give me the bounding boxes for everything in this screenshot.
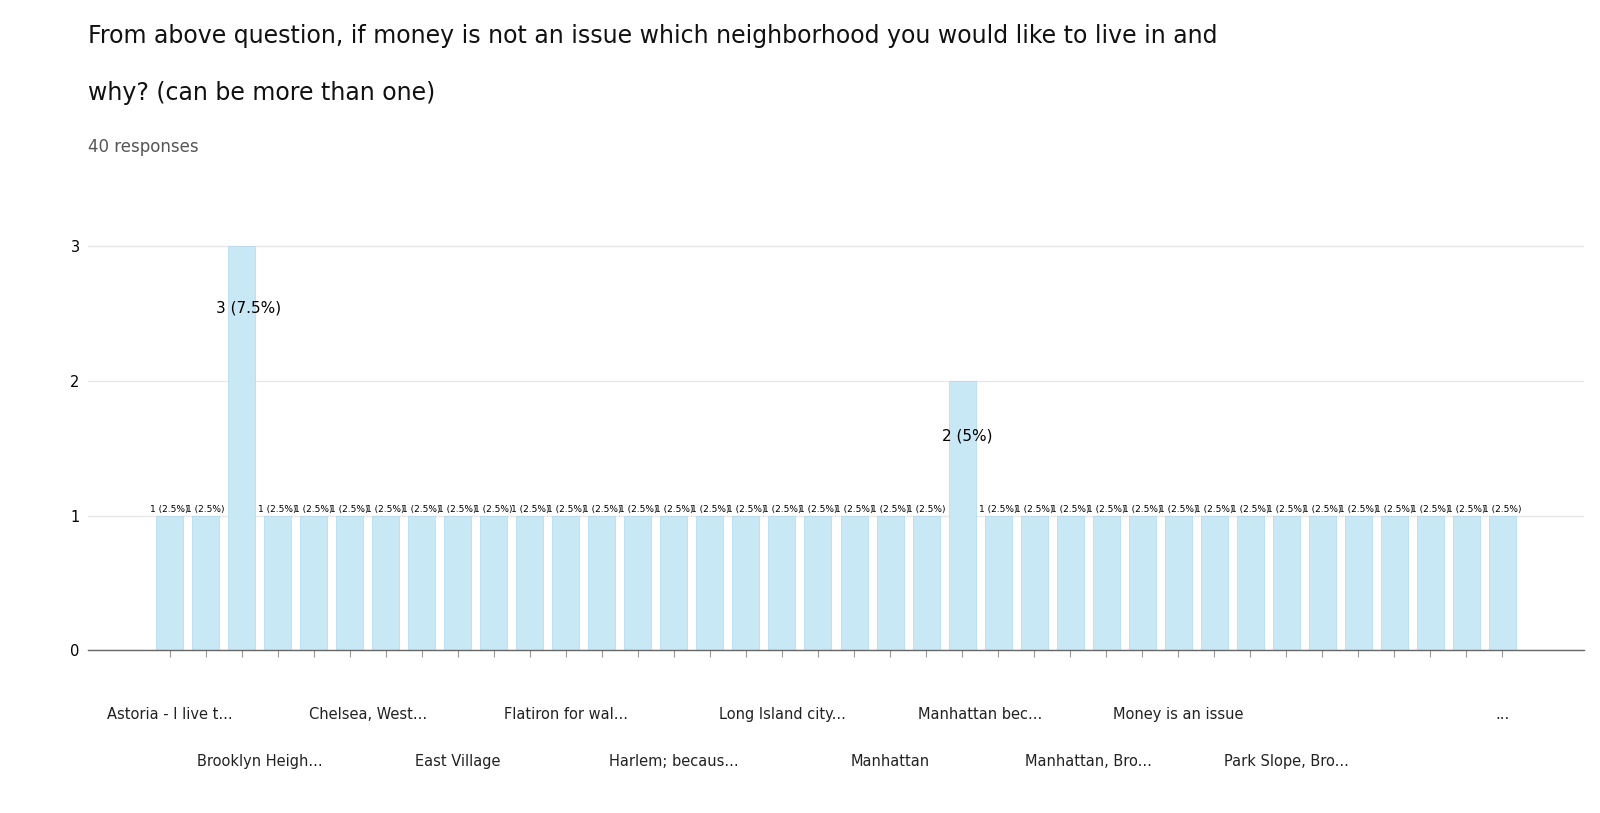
Text: 1 (2.5%): 1 (2.5%) <box>691 506 730 515</box>
Bar <box>552 515 579 650</box>
Text: Astoria - I live t...: Astoria - I live t... <box>107 707 232 722</box>
Text: 1 (2.5%): 1 (2.5%) <box>654 506 693 515</box>
Text: Long Island city...: Long Island city... <box>718 707 845 722</box>
Bar <box>1346 515 1371 650</box>
Text: From above question, if money is not an issue which neighborhood you would like : From above question, if money is not an … <box>88 24 1218 49</box>
Text: Flatiron for wal...: Flatiron for wal... <box>504 707 627 722</box>
Bar <box>1093 515 1120 650</box>
Text: 1 (2.5%): 1 (2.5%) <box>619 506 658 515</box>
Text: 1 (2.5%): 1 (2.5%) <box>1339 506 1378 515</box>
Bar <box>229 246 254 650</box>
Text: 1 (2.5%): 1 (2.5%) <box>1411 506 1450 515</box>
Text: 1 (2.5%): 1 (2.5%) <box>150 506 189 515</box>
Bar <box>1165 515 1192 650</box>
Bar <box>1274 515 1299 650</box>
Text: ...: ... <box>1496 707 1510 722</box>
Text: 1 (2.5%): 1 (2.5%) <box>510 506 549 515</box>
Bar <box>192 515 219 650</box>
Text: 1 (2.5%): 1 (2.5%) <box>582 506 621 515</box>
Bar <box>480 515 507 650</box>
Bar <box>1128 515 1155 650</box>
Text: 1 (2.5%): 1 (2.5%) <box>1230 506 1269 515</box>
Text: Manhattan, Bro...: Manhattan, Bro... <box>1024 754 1152 769</box>
Bar <box>1200 515 1227 650</box>
Bar <box>661 515 688 650</box>
Bar <box>1237 515 1264 650</box>
Bar <box>912 515 939 650</box>
Bar <box>373 515 398 650</box>
Bar <box>1453 515 1480 650</box>
Text: Manhattan: Manhattan <box>851 754 930 769</box>
Bar <box>157 515 182 650</box>
Text: Brooklyn Heigh...: Brooklyn Heigh... <box>197 754 322 769</box>
Bar <box>1309 515 1336 650</box>
Bar <box>696 515 723 650</box>
Text: why? (can be more than one): why? (can be more than one) <box>88 81 435 106</box>
Text: 1 (2.5%): 1 (2.5%) <box>438 506 477 515</box>
Bar <box>840 515 867 650</box>
Text: 1 (2.5%): 1 (2.5%) <box>835 506 874 515</box>
Bar <box>445 515 472 650</box>
Bar <box>624 515 651 650</box>
Bar <box>949 381 976 650</box>
Text: 1 (2.5%): 1 (2.5%) <box>1302 506 1342 515</box>
Text: 1 (2.5%): 1 (2.5%) <box>366 506 405 515</box>
Bar <box>984 515 1011 650</box>
Text: 1 (2.5%): 1 (2.5%) <box>907 506 946 515</box>
Text: 1 (2.5%): 1 (2.5%) <box>1448 506 1486 515</box>
Text: 1 (2.5%): 1 (2.5%) <box>1123 506 1162 515</box>
Bar <box>1381 515 1408 650</box>
Text: 1 (2.5%): 1 (2.5%) <box>726 506 765 515</box>
Text: 1 (2.5%): 1 (2.5%) <box>403 506 442 515</box>
Bar <box>877 515 904 650</box>
Bar <box>301 515 326 650</box>
Text: Money is an issue: Money is an issue <box>1114 707 1243 722</box>
Text: 1 (2.5%): 1 (2.5%) <box>979 506 1018 515</box>
Text: 1 (2.5%): 1 (2.5%) <box>763 506 802 515</box>
Text: Chelsea, West...: Chelsea, West... <box>309 707 427 722</box>
Text: 1 (2.5%): 1 (2.5%) <box>1267 506 1306 515</box>
Text: 2 (5%): 2 (5%) <box>942 428 992 443</box>
Text: 1 (2.5%): 1 (2.5%) <box>1374 506 1414 515</box>
Text: 40 responses: 40 responses <box>88 138 198 156</box>
Text: 1 (2.5%): 1 (2.5%) <box>547 506 586 515</box>
Bar <box>1490 515 1515 650</box>
Bar <box>517 515 544 650</box>
Text: 1 (2.5%): 1 (2.5%) <box>294 506 333 515</box>
Bar <box>733 515 760 650</box>
Bar <box>589 515 616 650</box>
Text: 1 (2.5%): 1 (2.5%) <box>1195 506 1234 515</box>
Bar <box>1021 515 1048 650</box>
Text: 1 (2.5%): 1 (2.5%) <box>798 506 837 515</box>
Text: 1 (2.5%): 1 (2.5%) <box>1051 506 1090 515</box>
Text: Park Slope, Bro...: Park Slope, Bro... <box>1224 754 1349 769</box>
Bar <box>1418 515 1443 650</box>
Text: 1 (2.5%): 1 (2.5%) <box>1086 506 1125 515</box>
Text: 1 (2.5%): 1 (2.5%) <box>330 506 370 515</box>
Text: 1 (2.5%): 1 (2.5%) <box>475 506 514 515</box>
Bar <box>805 515 832 650</box>
Text: 1 (2.5%): 1 (2.5%) <box>1014 506 1053 515</box>
Text: Manhattan bec...: Manhattan bec... <box>918 707 1042 722</box>
Text: 1 (2.5%): 1 (2.5%) <box>1158 506 1197 515</box>
Text: Harlem; becaus...: Harlem; becaus... <box>610 754 739 769</box>
Text: 1 (2.5%): 1 (2.5%) <box>258 506 298 515</box>
Bar <box>1056 515 1083 650</box>
Text: 1 (2.5%): 1 (2.5%) <box>186 506 224 515</box>
Bar <box>336 515 363 650</box>
Bar <box>408 515 435 650</box>
Text: East Village: East Village <box>414 754 501 769</box>
Bar <box>264 515 291 650</box>
Bar <box>768 515 795 650</box>
Text: 1 (2.5%): 1 (2.5%) <box>1483 506 1522 515</box>
Text: 1 (2.5%): 1 (2.5%) <box>870 506 909 515</box>
Text: 3 (7.5%): 3 (7.5%) <box>216 300 282 315</box>
